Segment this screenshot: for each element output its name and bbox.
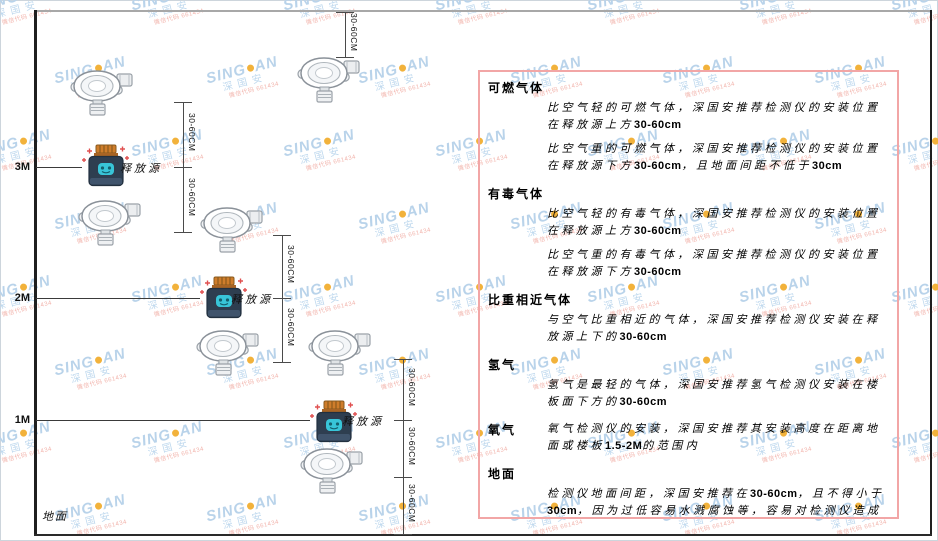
section-heading: 可燃气体 xyxy=(488,81,545,95)
release-source-label: 释放源 xyxy=(120,163,162,175)
floor-line xyxy=(34,534,932,536)
dimension-label: 30-60CM xyxy=(286,308,296,347)
left-wall-line xyxy=(34,10,37,536)
dimension-tick xyxy=(273,298,291,299)
dimension-tick xyxy=(394,534,412,535)
height-level-label: 1M xyxy=(14,414,30,426)
dimension-tick xyxy=(273,235,291,236)
release-source-label: 释放源 xyxy=(231,294,273,306)
section-paragraph: 比空气重的可燃气体，深国安推荐检测仪的安装位置在释放源下方30-60cm，且地面… xyxy=(547,143,881,172)
section-body: 检测仪地面间距，深国安推荐在30-60cm，且不得小于30cm，因为过低容易水溅… xyxy=(547,486,887,517)
panel-section: 可燃气体 比空气轻的可燃气体，深国安推荐检测仪的安装位置在释放源上方30-60cm… xyxy=(480,79,887,175)
panel-section: 有毒气体 比空气轻的有毒气体，深国安推荐检测仪的安装位置在释放源上方30-60cm… xyxy=(480,185,887,281)
height-level-line xyxy=(36,167,82,168)
dimension-label: 30-60CM xyxy=(187,177,197,216)
dimension-line xyxy=(403,359,404,534)
gas-detector-icon xyxy=(196,326,260,376)
panel-section: 氧气 氧气检测仪的安装，深国安推荐其安装高度在距离地面或楼板1.5-2M的范围内 xyxy=(480,421,887,455)
section-heading: 地面 xyxy=(488,467,517,481)
dimension-tick xyxy=(174,232,192,233)
section-heading: 氧气 xyxy=(488,423,517,437)
section-heading: 有毒气体 xyxy=(488,187,545,201)
section-paragraph: 氧气检测仪的安装，深国安推荐其安装高度在距离地面或楼板1.5-2M的范围内 xyxy=(547,423,881,452)
dimension-tick xyxy=(394,359,412,360)
dimension-tick xyxy=(174,167,192,168)
dimension-tick xyxy=(174,102,192,103)
section-paragraph: 氢气是最轻的气体，深国安推荐氢气检测仪安装在楼板面下方的30-60cm xyxy=(547,379,881,408)
section-heading: 比重相近气体 xyxy=(488,293,573,307)
dimension-label: 30-60CM xyxy=(407,426,417,465)
gas-detector-icon xyxy=(297,53,361,103)
panel-section: 地面检测仪地面间距，深国安推荐在30-60cm，且不得小于30cm，因为过低容易… xyxy=(480,465,887,517)
gas-detector-icon xyxy=(78,196,142,246)
section-paragraph: 比空气轻的可燃气体，深国安推荐检测仪的安装位置在释放源上方30-60cm xyxy=(547,102,881,131)
dimension-tick xyxy=(394,420,412,421)
height-level-line xyxy=(36,420,310,421)
gas-detector-icon xyxy=(308,326,372,376)
dimension-tick xyxy=(336,12,354,13)
dimension-label: 30-60CM xyxy=(407,367,417,406)
panel-section: 氢气氢气是最轻的气体，深国安推荐氢气检测仪安装在楼板面下方的30-60cm xyxy=(480,356,887,411)
right-wall-line xyxy=(930,10,932,536)
gas-detector-icon xyxy=(300,444,364,494)
dimension-label: 30-60CM xyxy=(187,112,197,151)
section-paragraph: 与空气比重相近的气体，深国安推荐检测仪安装在释放源上下的30-60cm xyxy=(547,314,881,343)
section-body: 与空气比重相近的气体，深国安推荐检测仪安装在释放源上下的30-60cm xyxy=(547,312,887,346)
section-body: 氧气检测仪的安装，深国安推荐其安装高度在距离地面或楼板1.5-2M的范围内 xyxy=(547,421,887,455)
section-heading: 氢气 xyxy=(488,358,517,372)
section-paragraph: 比空气重的有毒气体，深国安推荐检测仪的安装位置在释放源下方30-60cm xyxy=(547,249,881,278)
gas-detector-icon xyxy=(70,66,134,116)
section-body: 比空气轻的可燃气体，深国安推荐检测仪的安装位置在释放源上方30-60cm 比空气重… xyxy=(547,100,887,175)
dimension-tick xyxy=(336,57,354,58)
height-level-label: 2M xyxy=(14,292,30,304)
section-body: 比空气轻的有毒气体，深国安推荐检测仪的安装位置在释放源上方30-60cm 比空气重… xyxy=(547,206,887,281)
info-panel: 可燃气体 比空气轻的可燃气体，深国安推荐检测仪的安装位置在释放源上方30-60cm… xyxy=(478,70,899,519)
ceiling-line xyxy=(35,10,932,12)
dimension-label: 30-60CM xyxy=(407,483,417,522)
dimension-label: 30-60CM xyxy=(286,244,296,283)
dimension-tick xyxy=(273,362,291,363)
panel-section: 比重相近气体与空气比重相近的气体，深国安推荐检测仪安装在释放源上下的30-60c… xyxy=(480,291,887,346)
dimension-tick xyxy=(394,477,412,478)
dimension-label: 30-60CM xyxy=(349,12,359,51)
section-paragraph: 检测仪地面间距，深国安推荐在30-60cm，且不得小于30cm，因为过低容易水溅… xyxy=(547,488,885,517)
dimension-line xyxy=(345,12,346,57)
gas-detector-icon xyxy=(200,203,264,253)
section-paragraph: 比空气轻的有毒气体，深国安推荐检测仪的安装位置在释放源上方30-60cm xyxy=(547,208,881,237)
ground-label: 地面 xyxy=(42,511,68,523)
height-level-line xyxy=(36,298,200,299)
section-body: 氢气是最轻的气体，深国安推荐氢气检测仪安装在楼板面下方的30-60cm xyxy=(547,377,887,411)
release-source-label: 释放源 xyxy=(342,416,384,428)
height-level-label: 3M xyxy=(14,161,30,173)
